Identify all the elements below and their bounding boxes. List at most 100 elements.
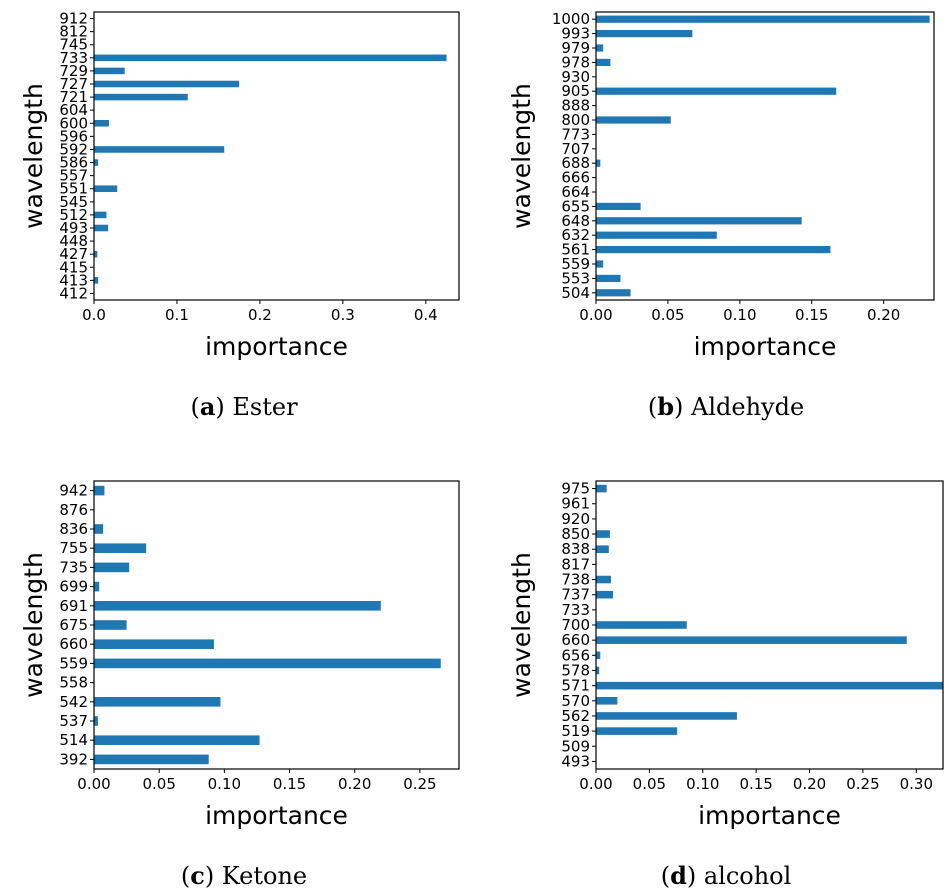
x-tick-label: 0.00 xyxy=(579,775,612,793)
x-tick-label: 0.1 xyxy=(165,306,189,324)
x-tick-label: 0.15 xyxy=(739,775,772,793)
caption-letter: b xyxy=(657,392,674,421)
bar xyxy=(94,658,441,669)
x-tick-label: 0.00 xyxy=(579,306,612,324)
y-tick-label: 562 xyxy=(561,707,590,725)
y-tick-label: 838 xyxy=(561,540,590,558)
x-tick-label: 0.20 xyxy=(867,306,900,324)
y-tick-label: 850 xyxy=(561,525,590,543)
x-tick-label: 0.10 xyxy=(723,306,756,324)
bar xyxy=(596,217,802,225)
y-axis-label: wavelength xyxy=(19,83,48,229)
y-tick-label: 448 xyxy=(59,232,88,250)
y-tick-label: 660 xyxy=(561,631,590,649)
caption-letter: c xyxy=(190,861,205,889)
y-tick-label: 912 xyxy=(59,10,88,28)
plot-frame xyxy=(595,11,935,301)
bar xyxy=(596,636,907,644)
bar xyxy=(94,146,225,153)
bar xyxy=(596,116,671,124)
y-tick-label: 733 xyxy=(59,49,88,67)
y-tick-label: 876 xyxy=(59,501,88,519)
bar xyxy=(94,620,127,630)
y-tick-label: 519 xyxy=(561,722,590,740)
y-tick-label: 745 xyxy=(59,36,88,54)
y-tick-label: 961 xyxy=(561,495,590,513)
x-tick-label: 0.10 xyxy=(686,775,719,793)
bar xyxy=(94,224,109,232)
y-tick-label: 596 xyxy=(59,127,88,145)
x-tick-label: 0.05 xyxy=(142,775,175,793)
bar xyxy=(596,289,631,297)
y-tick-label: 656 xyxy=(561,646,590,664)
y-tick-label: 413 xyxy=(59,271,88,289)
y-tick-label: 727 xyxy=(59,75,88,93)
bar xyxy=(94,185,118,192)
y-tick-label: 559 xyxy=(561,255,590,273)
x-tick-label: 0.20 xyxy=(793,775,826,793)
y-tick-label: 817 xyxy=(561,555,590,573)
y-tick-label: 559 xyxy=(59,654,88,672)
caption-text: Ketone xyxy=(222,862,307,889)
y-axis-label: wavelength xyxy=(19,552,48,698)
y-tick-label: 586 xyxy=(59,154,88,172)
y-tick-label: 632 xyxy=(561,226,590,244)
x-axis-label: importance xyxy=(205,332,348,361)
bar xyxy=(596,159,601,167)
y-tick-label: 537 xyxy=(59,712,88,730)
y-tick-label: 557 xyxy=(59,167,88,185)
y-tick-label: 666 xyxy=(561,169,590,187)
y-tick-label: 493 xyxy=(59,219,88,237)
bar xyxy=(596,246,831,254)
y-tick-label: 942 xyxy=(59,482,88,500)
x-axis-label: importance xyxy=(694,332,837,361)
y-axis-label: wavelength xyxy=(507,83,536,229)
y-tick-label: 979 xyxy=(561,39,590,57)
y-tick-label: 427 xyxy=(59,245,88,263)
panel-caption: (b) Aldehyde xyxy=(648,392,804,421)
y-tick-label: 648 xyxy=(561,212,590,230)
bar xyxy=(596,590,614,599)
y-tick-label: 920 xyxy=(561,510,590,528)
y-tick-label: 592 xyxy=(59,140,88,158)
y-tick-label: 733 xyxy=(561,601,590,619)
x-tick-label: 0.15 xyxy=(795,306,828,324)
caption-text: Ester xyxy=(232,393,298,421)
x-tick-label: 0.30 xyxy=(900,775,933,793)
bar xyxy=(596,30,693,38)
bar xyxy=(94,485,105,496)
chart-panel: 4124134154274484935125455515575865925966… xyxy=(19,10,460,421)
x-tick-label: 0.4 xyxy=(414,306,438,324)
panel-caption: (d) alcohol xyxy=(661,861,792,889)
y-tick-label: 600 xyxy=(59,114,88,132)
y-tick-label: 738 xyxy=(561,571,590,589)
plot-frame xyxy=(93,480,460,770)
x-axis-label: importance xyxy=(205,801,348,830)
bar xyxy=(596,697,618,705)
chart-panel: 4935095195625705715786566607007337377388… xyxy=(507,480,944,889)
y-tick-label: 551 xyxy=(59,180,88,198)
bar xyxy=(596,231,717,239)
y-tick-label: 578 xyxy=(561,661,590,679)
bar xyxy=(94,581,100,592)
y-tick-label: 905 xyxy=(561,82,590,100)
x-tick-label: 0.0 xyxy=(82,306,106,324)
x-tick-label: 0.15 xyxy=(273,775,306,793)
y-tick-label: 512 xyxy=(59,206,88,224)
y-tick-label: 993 xyxy=(561,25,590,43)
y-tick-label: 604 xyxy=(59,101,88,119)
y-tick-label: 688 xyxy=(561,154,590,172)
y-tick-label: 729 xyxy=(59,62,88,80)
chart-panel: 5045535595616326486556646666887077738008… xyxy=(507,10,935,421)
y-tick-label: 707 xyxy=(561,140,590,158)
y-tick-label: 412 xyxy=(59,284,88,302)
bar xyxy=(596,530,610,538)
caption-text: Aldehyde xyxy=(690,393,804,421)
y-tick-label: 553 xyxy=(561,269,590,287)
caption-letter: a xyxy=(200,392,216,421)
bar xyxy=(94,159,99,166)
x-tick-label: 0.00 xyxy=(77,775,110,793)
bar xyxy=(596,575,611,584)
